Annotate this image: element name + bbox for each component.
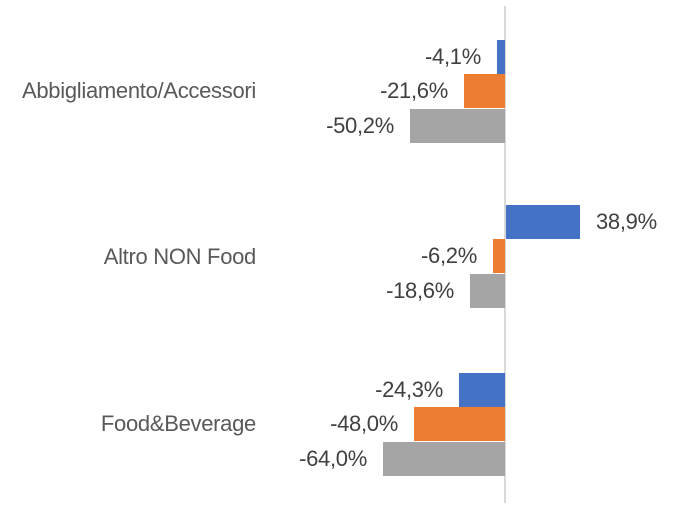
data-label: -18,6% <box>386 278 454 303</box>
bar-series-gray <box>383 442 505 476</box>
value-axis-zero-line <box>504 6 506 503</box>
category-label: Food&Beverage <box>100 411 256 436</box>
data-label: -21,6% <box>380 78 448 103</box>
bar-series-blue <box>459 373 505 407</box>
bar-series-orange <box>414 407 505 441</box>
data-label: 38,9% <box>596 209 657 234</box>
category-label: Altro NON Food <box>103 244 257 269</box>
category-label: Abbigliamento/Accessori <box>22 78 256 103</box>
bar-series-gray <box>470 274 505 308</box>
bar-series-orange <box>493 239 505 273</box>
data-label: -6,2% <box>421 243 477 268</box>
bar-series-orange <box>464 74 505 108</box>
data-label: -64,0% <box>299 446 367 471</box>
bar-series-blue <box>506 205 580 239</box>
bar-series-gray <box>410 109 505 143</box>
data-label: -50,2% <box>326 113 394 138</box>
data-label: -48,0% <box>330 411 398 436</box>
bar-series-blue <box>497 40 505 74</box>
data-label: -24,3% <box>375 377 443 402</box>
data-label: -4,1% <box>425 44 481 69</box>
